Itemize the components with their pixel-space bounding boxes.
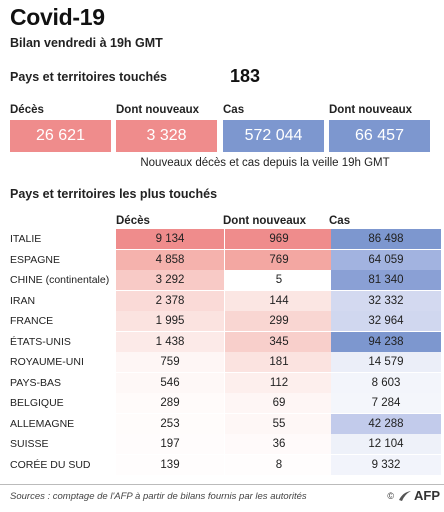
country-name: PAYS-BAS (10, 376, 61, 389)
country-name: SUISSE (10, 438, 49, 450)
country-name: CHINE (continentale) (10, 274, 110, 286)
country-name: ESPAGNE (10, 253, 60, 266)
table-row: ITALIE 9 134 969 86 498 (0, 229, 444, 249)
table-row: ROYAUME-UNI 759 181 14 579 (0, 352, 444, 372)
page-subtitle: Bilan vendredi à 19h GMT (10, 36, 163, 50)
page-title: Covid-19 (10, 4, 105, 30)
table-row: SUISSE 197 36 12 104 (0, 434, 444, 454)
countries-value: 183 (230, 66, 261, 86)
deaths-cell: 1 438 (116, 331, 224, 352)
summary-header-deaths: Décès (10, 104, 44, 116)
new-deaths-cell: 112 (225, 372, 333, 393)
cases-cell: 32 332 (331, 290, 441, 311)
afp-credit: © AFP (387, 488, 440, 503)
summary-header-new-cases: Dont nouveaux (329, 104, 413, 116)
table-row: BELGIQUE 289 69 7 284 (0, 393, 444, 413)
new-deaths-cell: 299 (225, 311, 333, 331)
table-row: PAYS-BAS 546 112 8 603 (0, 372, 444, 393)
deaths-cell: 9 134 (116, 229, 224, 249)
deaths-cell: 546 (116, 372, 224, 393)
deaths-cell: 3 292 (116, 270, 224, 290)
summary-deaths-value: 26 621 (36, 127, 85, 144)
new-deaths-cell: 5 (225, 270, 333, 290)
summary-deaths-box: 26 621 (10, 120, 111, 152)
summary-new-cases-value: 66 457 (355, 127, 404, 144)
new-deaths-cell: 969 (225, 229, 333, 249)
table-row: ALLEMAGNE 253 55 42 288 (0, 413, 444, 434)
deaths-cell: 2 378 (116, 290, 224, 311)
afp-swoosh-icon (399, 490, 411, 501)
summary-new-deaths-value: 3 328 (146, 127, 187, 144)
column-header-new-deaths: Dont nouveaux (223, 215, 307, 227)
table-row: ESPAGNE 4 858 769 64 059 (0, 249, 444, 270)
summary-header-new-deaths: Dont nouveaux (116, 104, 200, 116)
country-name: ITALIE (10, 233, 42, 245)
country-name: ALLEMAGNE (10, 417, 75, 430)
cases-cell: 14 579 (331, 352, 441, 372)
summary-cases-value: 572 044 (244, 127, 303, 144)
new-deaths-cell: 8 (225, 454, 333, 475)
cases-cell: 8 603 (331, 372, 441, 393)
new-deaths-cell: 144 (225, 290, 333, 311)
country-name: IRAN (10, 294, 36, 307)
deaths-cell: 1 995 (116, 311, 224, 331)
country-name: ÉTATS-UNIS (10, 335, 71, 348)
countries-label: Pays et territoires touchés (10, 70, 168, 84)
cases-cell: 7 284 (331, 393, 441, 413)
cases-cell: 64 059 (331, 249, 441, 270)
new-deaths-cell: 769 (225, 249, 333, 270)
cases-cell: 9 332 (331, 454, 441, 475)
country-name: FRANCE (10, 315, 54, 327)
afp-brand-text: AFP (414, 488, 440, 503)
cases-cell: 32 964 (331, 311, 441, 331)
deaths-cell: 289 (116, 393, 224, 413)
table-row: CORÉE DU SUD 139 8 9 332 (0, 454, 444, 475)
deaths-cell: 759 (116, 352, 224, 372)
new-deaths-cell: 55 (225, 413, 333, 434)
table-row: ÉTATS-UNIS 1 438 345 94 238 (0, 331, 444, 352)
deaths-cell: 197 (116, 434, 224, 454)
deaths-cell: 139 (116, 454, 224, 475)
table-row: FRANCE 1 995 299 32 964 (0, 311, 444, 331)
new-deaths-cell: 36 (225, 434, 333, 454)
new-deaths-cell: 345 (225, 331, 333, 352)
afp-logo: AFP (398, 488, 440, 503)
table-row: CHINE (continentale) 3 292 5 81 340 (0, 270, 444, 290)
country-name: ROYAUME-UNI (10, 356, 84, 368)
new-deaths-cell: 181 (225, 352, 333, 372)
deaths-cell: 253 (116, 413, 224, 434)
summary-new-deaths-box: 3 328 (116, 120, 217, 152)
cases-cell: 94 238 (331, 331, 441, 352)
table-row: IRAN 2 378 144 32 332 (0, 290, 444, 311)
countries-table: ITALIE 9 134 969 86 498 ESPAGNE 4 858 769 64 05… (0, 229, 444, 475)
summary-new-cases-box: 66 457 (329, 120, 430, 152)
footer-divider (0, 484, 444, 485)
column-header-deaths: Décès (116, 215, 150, 227)
column-header-cases: Cas (329, 215, 351, 227)
new-deaths-cell: 69 (225, 393, 333, 413)
cases-cell: 42 288 (331, 413, 441, 434)
country-name: CORÉE DU SUD (10, 458, 91, 471)
summary-note: Nouveaux décès et cas depuis la veille 1… (0, 157, 444, 169)
cases-cell: 12 104 (331, 434, 441, 454)
cases-cell: 86 498 (331, 229, 441, 249)
cases-cell: 81 340 (331, 270, 441, 290)
source-note: Sources : comptage de l'AFP à partir de … (10, 491, 307, 502)
copyright-mark: © (387, 490, 394, 501)
summary-cases-box: 572 044 (223, 120, 324, 152)
country-name: BELGIQUE (10, 397, 64, 409)
section-title: Pays et territoires les plus touchés (10, 187, 218, 201)
deaths-cell: 4 858 (116, 249, 224, 270)
summary-note-text: Nouveaux décès et cas depuis la veille 1… (140, 157, 390, 169)
summary-header-cases: Cas (223, 104, 245, 116)
